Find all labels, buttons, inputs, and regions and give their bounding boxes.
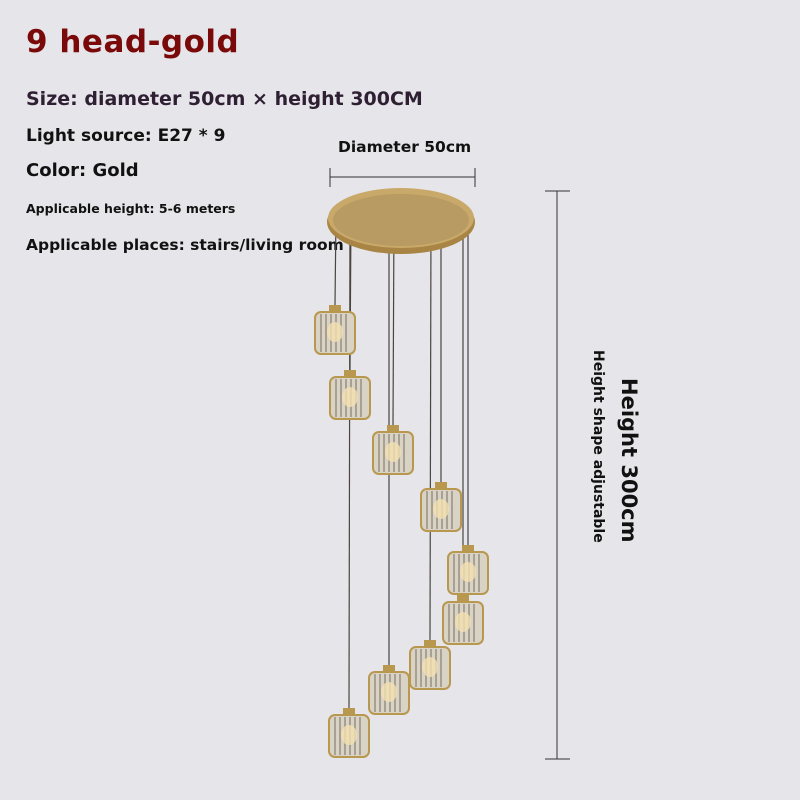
pendant-light [409,640,451,690]
pendant-light [368,665,410,715]
pendant-light [372,425,414,475]
wire [348,214,351,709]
pendant-light [420,482,462,532]
pendant-light [329,370,371,420]
height-dimension-line [545,190,570,760]
spec-light-source: Light source: E27 * 9 [26,126,226,146]
spec-color: Color: Gold [26,160,139,181]
diameter-label: Diameter 50cm [338,138,472,156]
spec-size: Size: diameter 50cm × height 300CM [26,88,423,110]
pendant-lights [314,305,489,758]
wire [429,214,432,641]
diameter-dimension-line [329,168,476,187]
product-title: 9 head-gold [26,24,240,60]
pendant-light [328,708,370,758]
spec-applicable-height: Applicable height: 5-6 meters [26,201,236,216]
pendant-light [442,595,484,645]
ceiling-canopy [327,188,475,254]
spec-applicable-places: Applicable places: stairs/living room [26,236,344,254]
pendant-light [447,545,489,595]
pendant-light [314,305,356,355]
